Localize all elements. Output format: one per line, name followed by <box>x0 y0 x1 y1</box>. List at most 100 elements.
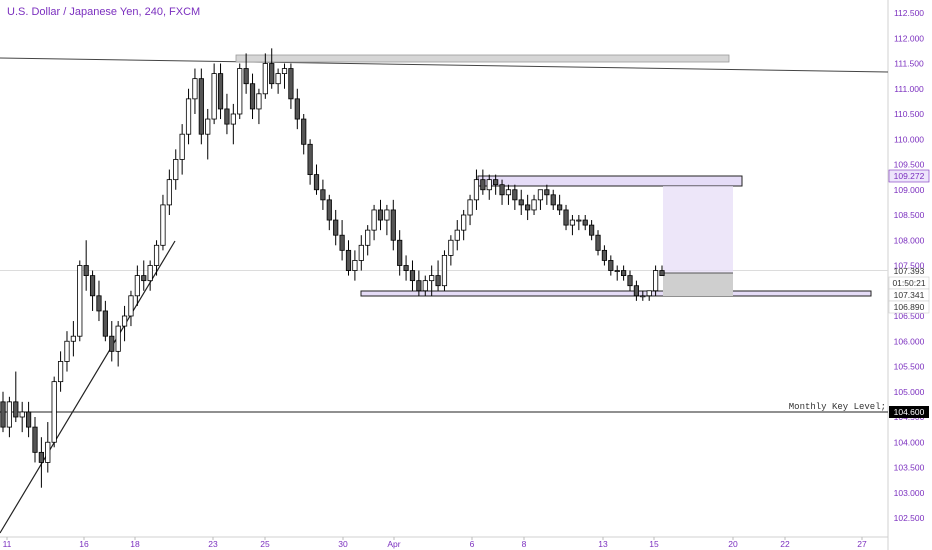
price-tick-label: 112.500 <box>894 8 924 18</box>
candle-body-bearish <box>294 98 300 120</box>
candle <box>173 149 179 190</box>
candle <box>25 401 32 438</box>
candle <box>493 174 499 195</box>
candle <box>640 290 646 301</box>
candle-body-bearish <box>217 73 224 110</box>
candle-body-bearish <box>25 411 32 428</box>
candle-body-bearish <box>627 275 633 287</box>
candle <box>646 290 652 301</box>
candle-body-bullish <box>505 189 512 196</box>
candle <box>128 290 134 327</box>
candle-body-bearish <box>544 189 550 196</box>
candle-body-bearish <box>345 249 352 271</box>
price-tick-label: 103.000 <box>894 488 925 498</box>
time-tick-label: 18 <box>130 539 140 549</box>
candle-body-bullish <box>275 73 281 85</box>
candle <box>537 189 544 210</box>
candle <box>45 422 51 473</box>
candle <box>365 225 371 256</box>
stop-loss-box[interactable] <box>663 273 733 296</box>
candle-body-bearish <box>89 275 96 297</box>
candle <box>653 265 659 296</box>
candle-body-bullish <box>531 199 537 211</box>
candle <box>249 73 256 120</box>
price-label-106-890: 106.890 <box>894 302 925 312</box>
candle <box>441 250 448 291</box>
candle-body-bullish <box>454 229 460 241</box>
candles-group <box>0 48 665 488</box>
candle <box>281 63 288 89</box>
candle <box>563 204 569 231</box>
candle-body-bearish <box>102 310 108 337</box>
candle <box>313 164 320 195</box>
candle-body-bearish <box>301 118 307 145</box>
candle-body-bearish <box>525 204 531 211</box>
candle <box>473 169 480 210</box>
candle <box>153 240 160 276</box>
price-label-countdown: 01:50:21 <box>888 276 930 290</box>
monthly-key-level-annotation: Monthly Key Level; <box>789 402 886 412</box>
candle <box>38 437 44 488</box>
candle <box>6 396 12 438</box>
candle <box>512 184 518 210</box>
candle <box>205 108 211 160</box>
candle-body-bullish <box>461 214 467 231</box>
candle <box>160 194 166 251</box>
candle <box>409 260 416 291</box>
candle <box>109 321 115 362</box>
candle <box>121 305 128 342</box>
top-supply-zone[interactable] <box>235 54 730 63</box>
candle-body-bullish <box>211 73 217 120</box>
candle-body-bullish <box>57 361 64 383</box>
mid-supply-zone[interactable] <box>477 175 743 187</box>
price-tick-label: 105.500 <box>894 362 925 372</box>
candle-body-bullish <box>237 68 243 115</box>
time-tick-label: 30 <box>338 539 348 549</box>
candle-body-bearish <box>557 204 563 211</box>
candle <box>217 63 224 120</box>
candle <box>633 280 640 301</box>
candle <box>211 63 217 125</box>
price-tick-label: 107.500 <box>894 261 925 271</box>
candle <box>397 230 403 276</box>
candle <box>384 204 390 236</box>
candle-body-bullish <box>646 290 652 297</box>
time-tick-label: 27 <box>857 539 867 549</box>
candle-body-bullish <box>6 401 12 428</box>
candle-body-bearish <box>493 179 499 186</box>
candle-body-bullish <box>448 239 454 256</box>
price-tick-label: 111.000 <box>894 84 924 94</box>
candle <box>64 331 70 372</box>
price-tick-label: 108.000 <box>894 235 925 245</box>
candle <box>179 124 185 175</box>
candle-body-bearish <box>621 270 627 276</box>
candle-body-bearish <box>96 295 102 312</box>
candle-body-bearish <box>435 275 441 287</box>
price-axis-panel[interactable] <box>888 0 932 550</box>
candle <box>390 199 396 251</box>
resistance-trendline[interactable] <box>0 57 889 73</box>
candle <box>0 391 6 433</box>
candle-body-bearish <box>397 239 403 266</box>
target-projection-box[interactable] <box>663 186 733 273</box>
candle-body-bearish <box>512 189 518 201</box>
support-trendline[interactable] <box>0 240 176 534</box>
price-tick-label: 112.000 <box>894 33 924 43</box>
candle <box>51 376 57 448</box>
candle-body-bearish <box>0 401 6 428</box>
time-tick-label: 8 <box>522 539 527 549</box>
candle-body-bearish <box>333 219 339 236</box>
price-tick-label: 105.000 <box>894 387 925 397</box>
candle <box>237 63 243 120</box>
candle <box>358 235 364 271</box>
time-tick-label: 23 <box>208 539 218 549</box>
candle-body-bullish <box>134 275 140 297</box>
candle-body-bullish <box>365 229 371 246</box>
candle-body-bullish <box>70 335 76 342</box>
candle-body-bullish <box>230 113 236 125</box>
price-tick-label: 111.500 <box>894 59 924 69</box>
candle <box>326 194 332 231</box>
candle <box>429 265 435 296</box>
bottom-demand-zone[interactable] <box>360 290 872 297</box>
